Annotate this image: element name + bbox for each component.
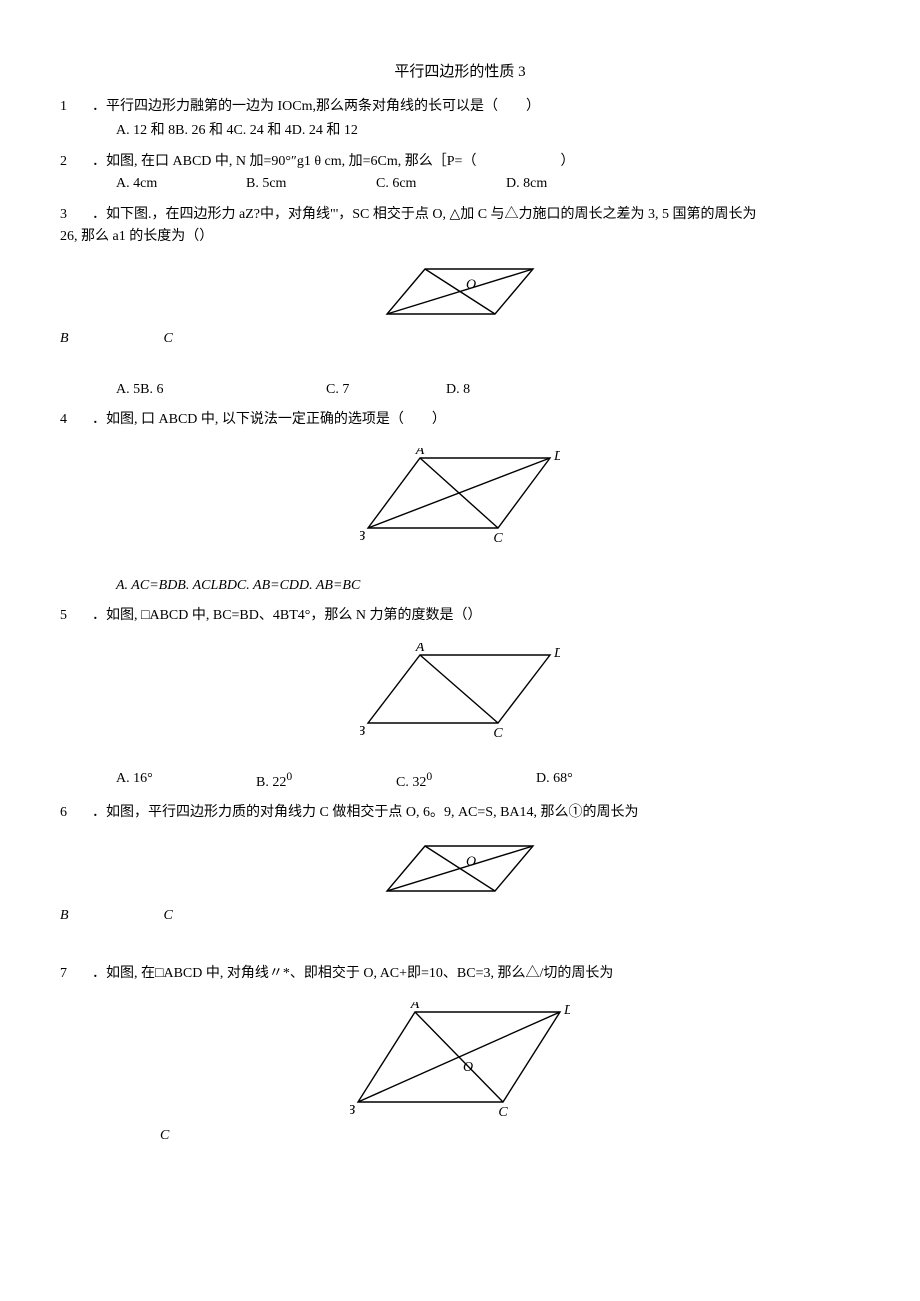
- q2-text: ．如图, 在口 ABCD 中, N 加=90°″g1 θ cm, 加=6Cm, …: [92, 151, 860, 173]
- q5-opt-d: D. 68°: [536, 768, 573, 794]
- q3-label-b: B: [60, 328, 160, 350]
- label-c: C: [498, 1105, 508, 1117]
- label-o: O: [463, 1060, 473, 1075]
- parallelogram-o-svg-2: O: [385, 841, 535, 897]
- parallelogram-abcd-o-svg: A D B C O: [350, 1002, 570, 1117]
- label-c: C: [493, 531, 503, 543]
- q2-opt-d: D. 8cm: [506, 173, 547, 195]
- parallelogram-abcd-svg: A D B C: [360, 448, 560, 543]
- label-a: A: [415, 448, 425, 458]
- parallelogram-o-svg: O: [385, 264, 535, 320]
- q3-bc-row: B C: [60, 328, 860, 350]
- label-a: A: [415, 643, 425, 655]
- label-c: C: [493, 726, 503, 738]
- q3-opt-d: D. 8: [446, 379, 470, 401]
- question-2: 2 ．如图, 在口 ABCD 中, N 加=90°″g1 θ cm, 加=6Cm…: [60, 151, 860, 196]
- label-d: D: [563, 1003, 570, 1018]
- q4-text-span: ．如图, 口 ABCD 中, 以下说法一定正确的选项是（ ）: [92, 412, 446, 427]
- q4-number: 4: [60, 409, 82, 431]
- q2-opt-b: B. 5cm: [246, 173, 376, 195]
- q2-number: 2: [60, 151, 82, 173]
- question-4: 4 ．如图, 口 ABCD 中, 以下说法一定正确的选项是（ ） A D B C…: [60, 409, 860, 597]
- label-b: B: [350, 1103, 355, 1117]
- q3-number: 3: [60, 204, 82, 226]
- question-3: 3 ．如下图.，在四边形力 aZ?中，对角线"'，SC 相交于点 O, △加 C…: [60, 204, 860, 402]
- q5-options: A. 16° B. 220 C. 320 D. 68°: [116, 768, 860, 794]
- q6-text: ．如图，平行四边形力质的对角线力 C 做相交于点 O, 6。9, AC=S, B…: [92, 802, 860, 824]
- parallelogram-abcd-tri-svg: A D B C: [360, 643, 560, 738]
- label-d: D: [553, 646, 560, 661]
- label-b: B: [360, 529, 365, 543]
- q3-continuation: 26, 那么 a1 的长度为（）: [60, 226, 860, 248]
- q5-opt-a: A. 16°: [116, 768, 256, 794]
- q3-opt-c: C. 7: [326, 379, 446, 401]
- q5-text-span: ．如图, □ABCD 中, BC=BD、4BT4°，那么 N 力第的度数是（）: [92, 608, 481, 623]
- q2-opt-c: C. 6cm: [376, 173, 506, 195]
- label-d: D: [553, 449, 560, 464]
- q3-text: ．如下图.，在四边形力 aZ?中，对角线"'，SC 相交于点 O, △加 C 与…: [92, 204, 860, 226]
- q7-figure: A D B C O: [60, 1002, 860, 1117]
- q1-number: 1: [60, 96, 82, 118]
- q7-number: 7: [60, 963, 82, 985]
- q2-options: A. 4cm B. 5cm C. 6cm D. 8cm: [116, 173, 860, 195]
- q1-options: A. 12 和 8B. 26 和 4C. 24 和 4D. 24 和 12: [116, 120, 860, 142]
- q3-label-c: C: [164, 331, 173, 346]
- q5-figure: A D B C: [60, 643, 860, 738]
- label-o: O: [466, 278, 476, 293]
- q5-opt-c: C. 320: [396, 768, 536, 794]
- q6-text-span: ．如图，平行四边形力质的对角线力 C 做相交于点 O, 6。9, AC=S, B…: [92, 805, 639, 820]
- q7-c-row: C: [60, 1125, 860, 1147]
- q3-opt-ab: A. 5B. 6: [116, 379, 326, 401]
- q6-figure: O: [60, 841, 860, 897]
- q6-number: 6: [60, 802, 82, 824]
- label-o: O: [466, 854, 476, 869]
- q5-number: 5: [60, 605, 82, 627]
- q2-text-span: ．如图, 在口 ABCD 中, N 加=90°″g1 θ cm, 加=6Cm, …: [92, 154, 574, 169]
- q5-text: ．如图, □ABCD 中, BC=BD、4BT4°，那么 N 力第的度数是（）: [92, 605, 860, 627]
- q6-label-b: B: [60, 905, 160, 927]
- q7-text-span: ．如图, 在□ABCD 中, 对角线〃*、即相交于 O, AC+即=10、BC=…: [92, 966, 613, 981]
- q7-text: ．如图, 在□ABCD 中, 对角线〃*、即相交于 O, AC+即=10、BC=…: [92, 963, 860, 985]
- q7-label-c: C: [160, 1125, 169, 1147]
- q3-figure: O: [60, 264, 860, 320]
- q4-figure: A D B C: [60, 448, 860, 543]
- q3-options: A. 5B. 6 C. 7 D. 8: [116, 379, 860, 401]
- document-title: 平行四边形的性质 3: [60, 60, 860, 84]
- q6-label-c: C: [164, 908, 173, 923]
- question-5: 5 ．如图, □ABCD 中, BC=BD、4BT4°，那么 N 力第的度数是（…: [60, 605, 860, 794]
- q1-text: ．平行四边形力融第的一边为 IOCm,那么两条对角线的长可以是（ ）: [92, 96, 860, 118]
- q6-bc-row: B C: [60, 905, 860, 927]
- q4-text: ．如图, 口 ABCD 中, 以下说法一定正确的选项是（ ）: [92, 409, 860, 431]
- label-a: A: [410, 1002, 420, 1012]
- q4-options: A. AC=BDB. ACLBDC. AB=CDD. AB=BC: [116, 575, 860, 597]
- question-1: 1 ．平行四边形力融第的一边为 IOCm,那么两条对角线的长可以是（ ） A. …: [60, 96, 860, 143]
- question-7: 7 ．如图, 在□ABCD 中, 对角线〃*、即相交于 O, AC+即=10、B…: [60, 963, 860, 1147]
- q2-opt-a: A. 4cm: [116, 173, 246, 195]
- question-6: 6 ．如图，平行四边形力质的对角线力 C 做相交于点 O, 6。9, AC=S,…: [60, 802, 860, 927]
- label-b: B: [360, 724, 365, 738]
- q5-opt-b: B. 220: [256, 768, 396, 794]
